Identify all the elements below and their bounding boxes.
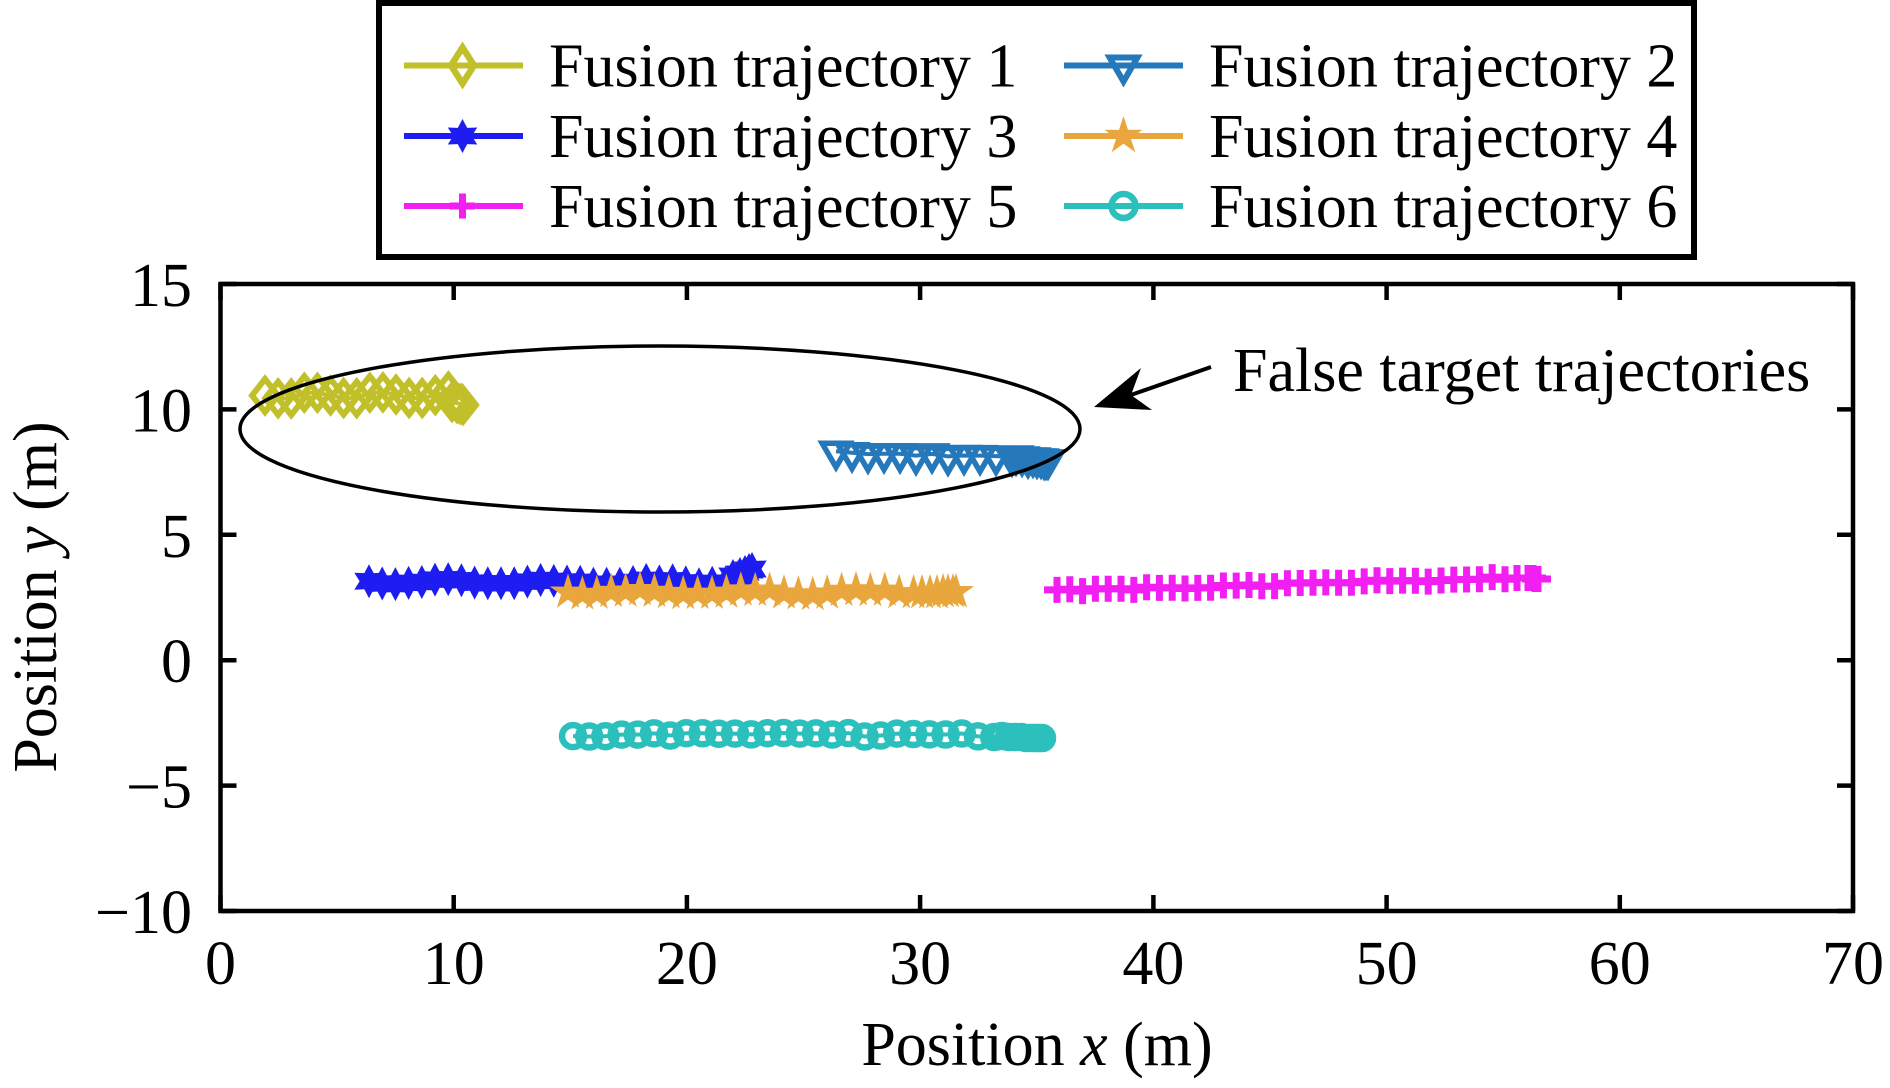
- svg-text:Position y (m): Position y (m): [2, 421, 70, 772]
- svg-text:10: 10: [423, 930, 485, 998]
- svg-text:False target trajectories: False target trajectories: [1233, 337, 1810, 405]
- svg-text:15: 15: [130, 252, 192, 320]
- svg-text:30: 30: [889, 930, 951, 998]
- svg-text:40: 40: [1122, 930, 1184, 998]
- svg-text:0: 0: [205, 930, 236, 998]
- svg-text:10: 10: [130, 377, 192, 445]
- svg-text:20: 20: [656, 930, 718, 998]
- svg-text:Fusion trajectory 1: Fusion trajectory 1: [549, 33, 1017, 101]
- svg-text:Fusion trajectory 4: Fusion trajectory 4: [1209, 103, 1677, 171]
- svg-text:Position x (m): Position x (m): [861, 1011, 1212, 1079]
- svg-text:−10: −10: [95, 879, 192, 947]
- svg-text:50: 50: [1356, 930, 1418, 998]
- svg-text:Fusion trajectory 3: Fusion trajectory 3: [549, 103, 1017, 171]
- svg-text:Fusion trajectory 5: Fusion trajectory 5: [549, 173, 1017, 241]
- svg-text:70: 70: [1822, 930, 1884, 998]
- svg-text:Fusion trajectory 6: Fusion trajectory 6: [1209, 173, 1677, 241]
- svg-text:Fusion trajectory 2: Fusion trajectory 2: [1209, 33, 1677, 101]
- svg-text:5: 5: [161, 503, 192, 571]
- svg-text:60: 60: [1589, 930, 1651, 998]
- svg-text:−5: −5: [126, 754, 192, 822]
- svg-text:0: 0: [161, 628, 192, 696]
